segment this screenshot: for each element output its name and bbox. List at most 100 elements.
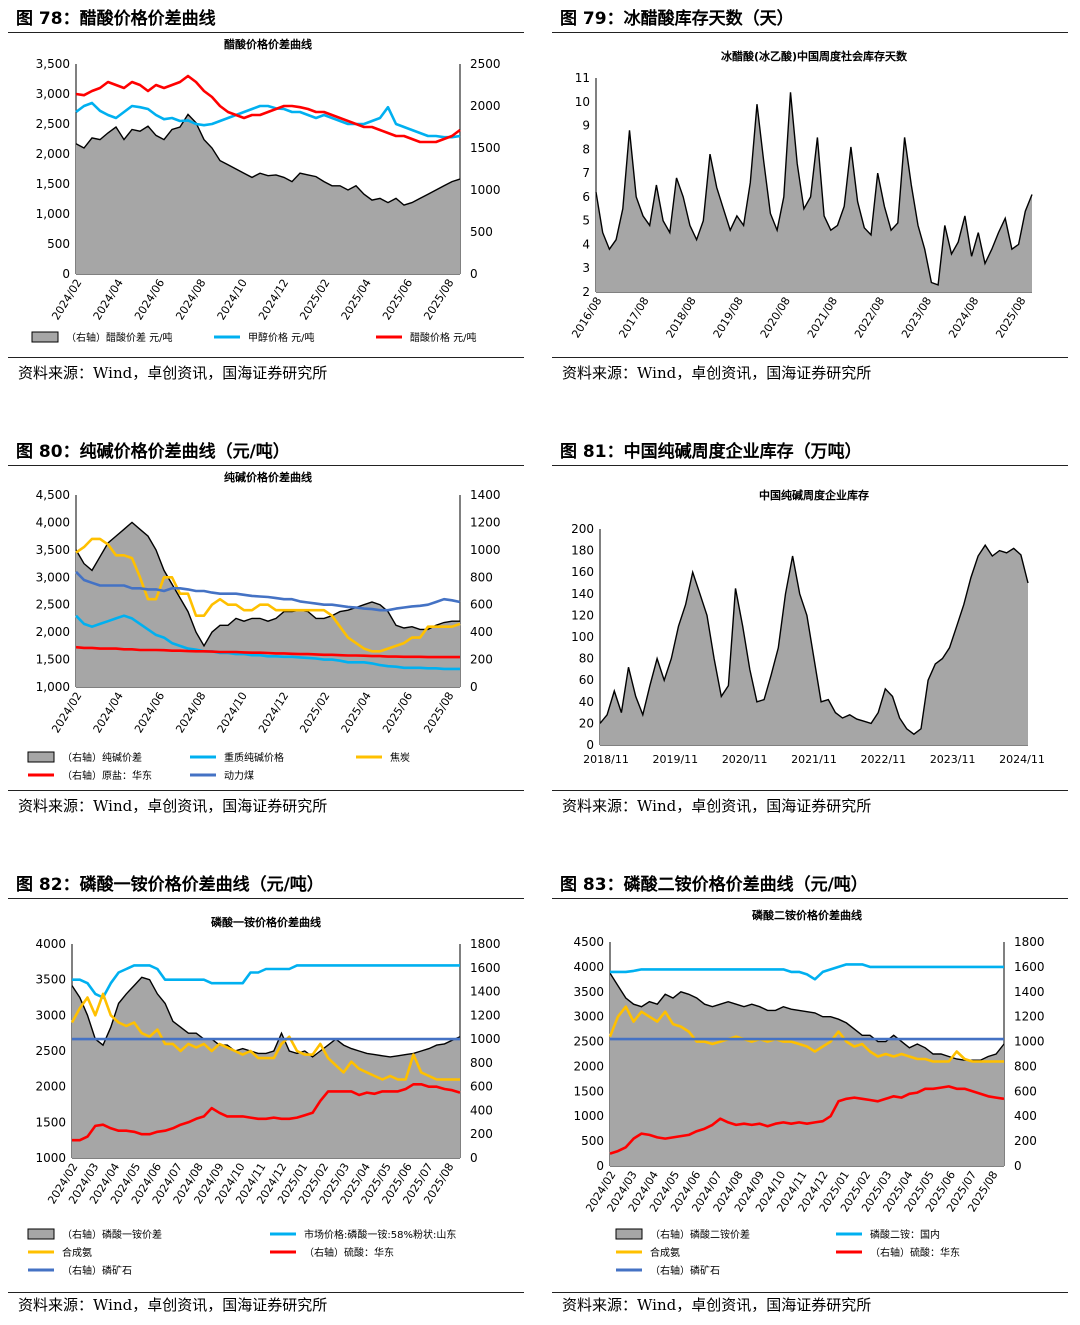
right-axis-tick-label: 1200 xyxy=(1014,1010,1045,1024)
right-axis-tick-label: 1000 xyxy=(1014,1035,1045,1049)
figure-80-chart: 纯碱价格价差曲线 1,000 1,500 2,000 2,500 3,000 3,500 4,… xyxy=(27,470,501,782)
right-axis-tick-label: 0 xyxy=(470,680,478,694)
chart-title: 磷酸一铵价格价差曲线 xyxy=(211,915,321,929)
legend-label: （右轴）纯碱价差 xyxy=(62,751,142,764)
series-area-edge-0 xyxy=(595,92,1033,286)
figure-82-title: 图 82：磷酸一铵价格价差曲线（元/吨） xyxy=(16,875,324,895)
figure-81-bottom-rule xyxy=(552,790,1068,791)
right-axis-tick-label: 1000 xyxy=(470,183,501,197)
figure-83-panel: 图 83：磷酸二铵价格价差曲线（元/吨） 磷酸二铵价格价差曲线 0 500 1000 1… xyxy=(548,868,1072,1314)
x-tick-label: 2025/02 xyxy=(297,277,332,323)
left-axis-tick-label: 3,500 xyxy=(36,543,70,557)
series-area-0 xyxy=(76,114,460,275)
right-axis-tick-label: 600 xyxy=(470,598,493,612)
left-axis-tick-label: 4,500 xyxy=(36,488,70,502)
figure-82-panel: 图 82：磷酸一铵价格价差曲线（元/吨） 磷酸一铵价格价差曲线 1000 1500 2… xyxy=(4,868,528,1314)
left-axis-tick-label: 2500 xyxy=(573,1035,604,1049)
figure-83-bottom-rule xyxy=(552,1292,1068,1293)
left-axis-tick-label: 3500 xyxy=(573,985,604,999)
left-axis-tick-label: 7 xyxy=(582,166,590,180)
figure-78-bottom-rule xyxy=(8,357,524,358)
legend-label: （右轴）磷酸二铵价差 xyxy=(650,1228,750,1241)
right-axis-tick-label: 500 xyxy=(470,225,493,239)
figure-82-chart: 磷酸一铵价格价差曲线 1000 1500 2000 2500 3000 3500 4000 0 2… xyxy=(27,915,501,1277)
left-axis-tick-label: 0 xyxy=(596,1159,604,1173)
left-axis-tick-label: 200 xyxy=(571,522,594,536)
left-axis-tick-label: 60 xyxy=(579,673,594,687)
right-axis-tick-label: 800 xyxy=(470,570,493,584)
legend-label: 甲醇价格 元/吨 xyxy=(248,331,315,344)
x-tick-label: 2025/08 xyxy=(993,295,1028,341)
right-axis-tick-label: 1500 xyxy=(470,141,501,155)
series-line-2 xyxy=(75,74,461,144)
right-axis-tick-label: 1600 xyxy=(470,961,501,975)
legend-swatch xyxy=(31,331,59,343)
series-line-1 xyxy=(72,964,460,999)
x-tick-label: 2024/02 xyxy=(49,277,84,323)
series-line-3 xyxy=(72,1083,461,1142)
x-tick-label: 2018/11 xyxy=(583,753,629,766)
figure-83-title: 图 83：磷酸二铵价格价差曲线（元/吨） xyxy=(560,875,868,895)
right-axis-tick-label: 1400 xyxy=(470,985,501,999)
legend-swatch xyxy=(615,1228,643,1240)
x-tick-label: 2025/06 xyxy=(380,690,415,736)
x-tick-label: 2017/08 xyxy=(616,295,651,341)
x-tick-label: 2024/08 xyxy=(173,690,208,736)
left-axis-tick-label: 3000 xyxy=(573,1010,604,1024)
left-axis-tick-label: 160 xyxy=(571,565,594,579)
legend-label: （右轴）原盐：华东 xyxy=(62,769,152,782)
left-axis-tick-label: 1,000 xyxy=(36,680,70,694)
legend-label: （右轴）硫酸：华东 xyxy=(870,1246,960,1259)
right-axis-tick-label: 800 xyxy=(470,1056,493,1070)
left-axis-tick-label: 2,500 xyxy=(36,117,70,131)
legend-label: 醋酸价格 元/吨 xyxy=(410,331,477,344)
x-tick-label: 2024/06 xyxy=(132,690,167,736)
left-axis-tick-label: 10 xyxy=(575,95,590,109)
left-axis-tick-label: 3,000 xyxy=(36,570,70,584)
x-tick-label: 2025/08 xyxy=(421,690,456,736)
series-line-2 xyxy=(70,992,460,1081)
figure-82-bottom-rule xyxy=(8,1292,524,1293)
left-axis-tick-label: 500 xyxy=(47,237,70,251)
x-tick-label: 2024/12 xyxy=(256,277,291,323)
x-tick-label: 2024/11 xyxy=(999,753,1045,766)
chart-title: 中国纯碱周度企业库存 xyxy=(759,488,869,502)
series-area-0 xyxy=(610,973,1004,1166)
left-axis-tick-label: 1,500 xyxy=(36,653,70,667)
figure-81-chart: 中国纯碱周度企业库存 0 20 40 60 80 100 120 140 160 180 200 201… xyxy=(571,488,1045,766)
figure-79-chart: 冰醋酸(冰乙酸)中国周度社会库存天数 2 3 4 5 6 7 8 9 10 11 2016/08 201… xyxy=(569,49,1033,341)
x-tick-label: 2019/08 xyxy=(711,295,746,341)
left-axis-tick-label: 20 xyxy=(579,716,594,730)
right-axis-tick-label: 2000 xyxy=(470,99,501,113)
figure-79-top-rule xyxy=(552,32,1068,33)
right-axis-tick-label: 400 xyxy=(470,625,493,639)
figure-81-source: 资料来源：Wind，卓创资讯，国海证券研究所 xyxy=(562,797,872,815)
figure-78-title: 图 78：醋酸价格价差曲线 xyxy=(16,9,216,29)
chart-title: 纯碱价格价差曲线 xyxy=(224,470,312,484)
x-tick-label: 2021/08 xyxy=(805,295,840,341)
x-tick-label: 2020/08 xyxy=(758,295,793,341)
x-tick-label: 2022/11 xyxy=(860,753,906,766)
chart-title: 磷酸二铵价格价差曲线 xyxy=(752,908,862,922)
left-axis-tick-label: 1,500 xyxy=(36,177,70,191)
left-axis-tick-label: 3,500 xyxy=(36,57,70,71)
series-area-edge-0 xyxy=(599,543,1029,736)
right-axis-tick-label: 1000 xyxy=(470,1032,501,1046)
right-axis-tick-label: 0 xyxy=(470,1151,478,1165)
left-axis-tick-label: 1000 xyxy=(573,1109,604,1123)
figure-81-top-rule xyxy=(552,465,1068,466)
figure-79-title: 图 79：冰醋酸库存天数（天） xyxy=(560,9,794,29)
right-axis-tick-label: 200 xyxy=(1014,1134,1037,1148)
series-line-2 xyxy=(608,1005,1004,1063)
figure-79-panel: 图 79：冰醋酸库存天数（天） 冰醋酸(冰乙酸)中国周度社会库存天数 2 3 4 5 6 7… xyxy=(548,2,1072,432)
x-tick-label: 2025/08 xyxy=(421,277,456,323)
right-axis-tick-label: 1200 xyxy=(470,515,501,529)
right-axis-tick-label: 1800 xyxy=(1014,935,1045,949)
series-area-edge-0 xyxy=(609,972,1005,1061)
series-line-3 xyxy=(609,1085,1005,1155)
figure-78-top-rule xyxy=(8,32,524,33)
x-tick-label: 2024/10 xyxy=(215,690,250,736)
series-area-0 xyxy=(600,545,1028,745)
x-tick-label: 2025/04 xyxy=(339,277,374,323)
x-tick-label: 2024/08 xyxy=(173,277,208,323)
